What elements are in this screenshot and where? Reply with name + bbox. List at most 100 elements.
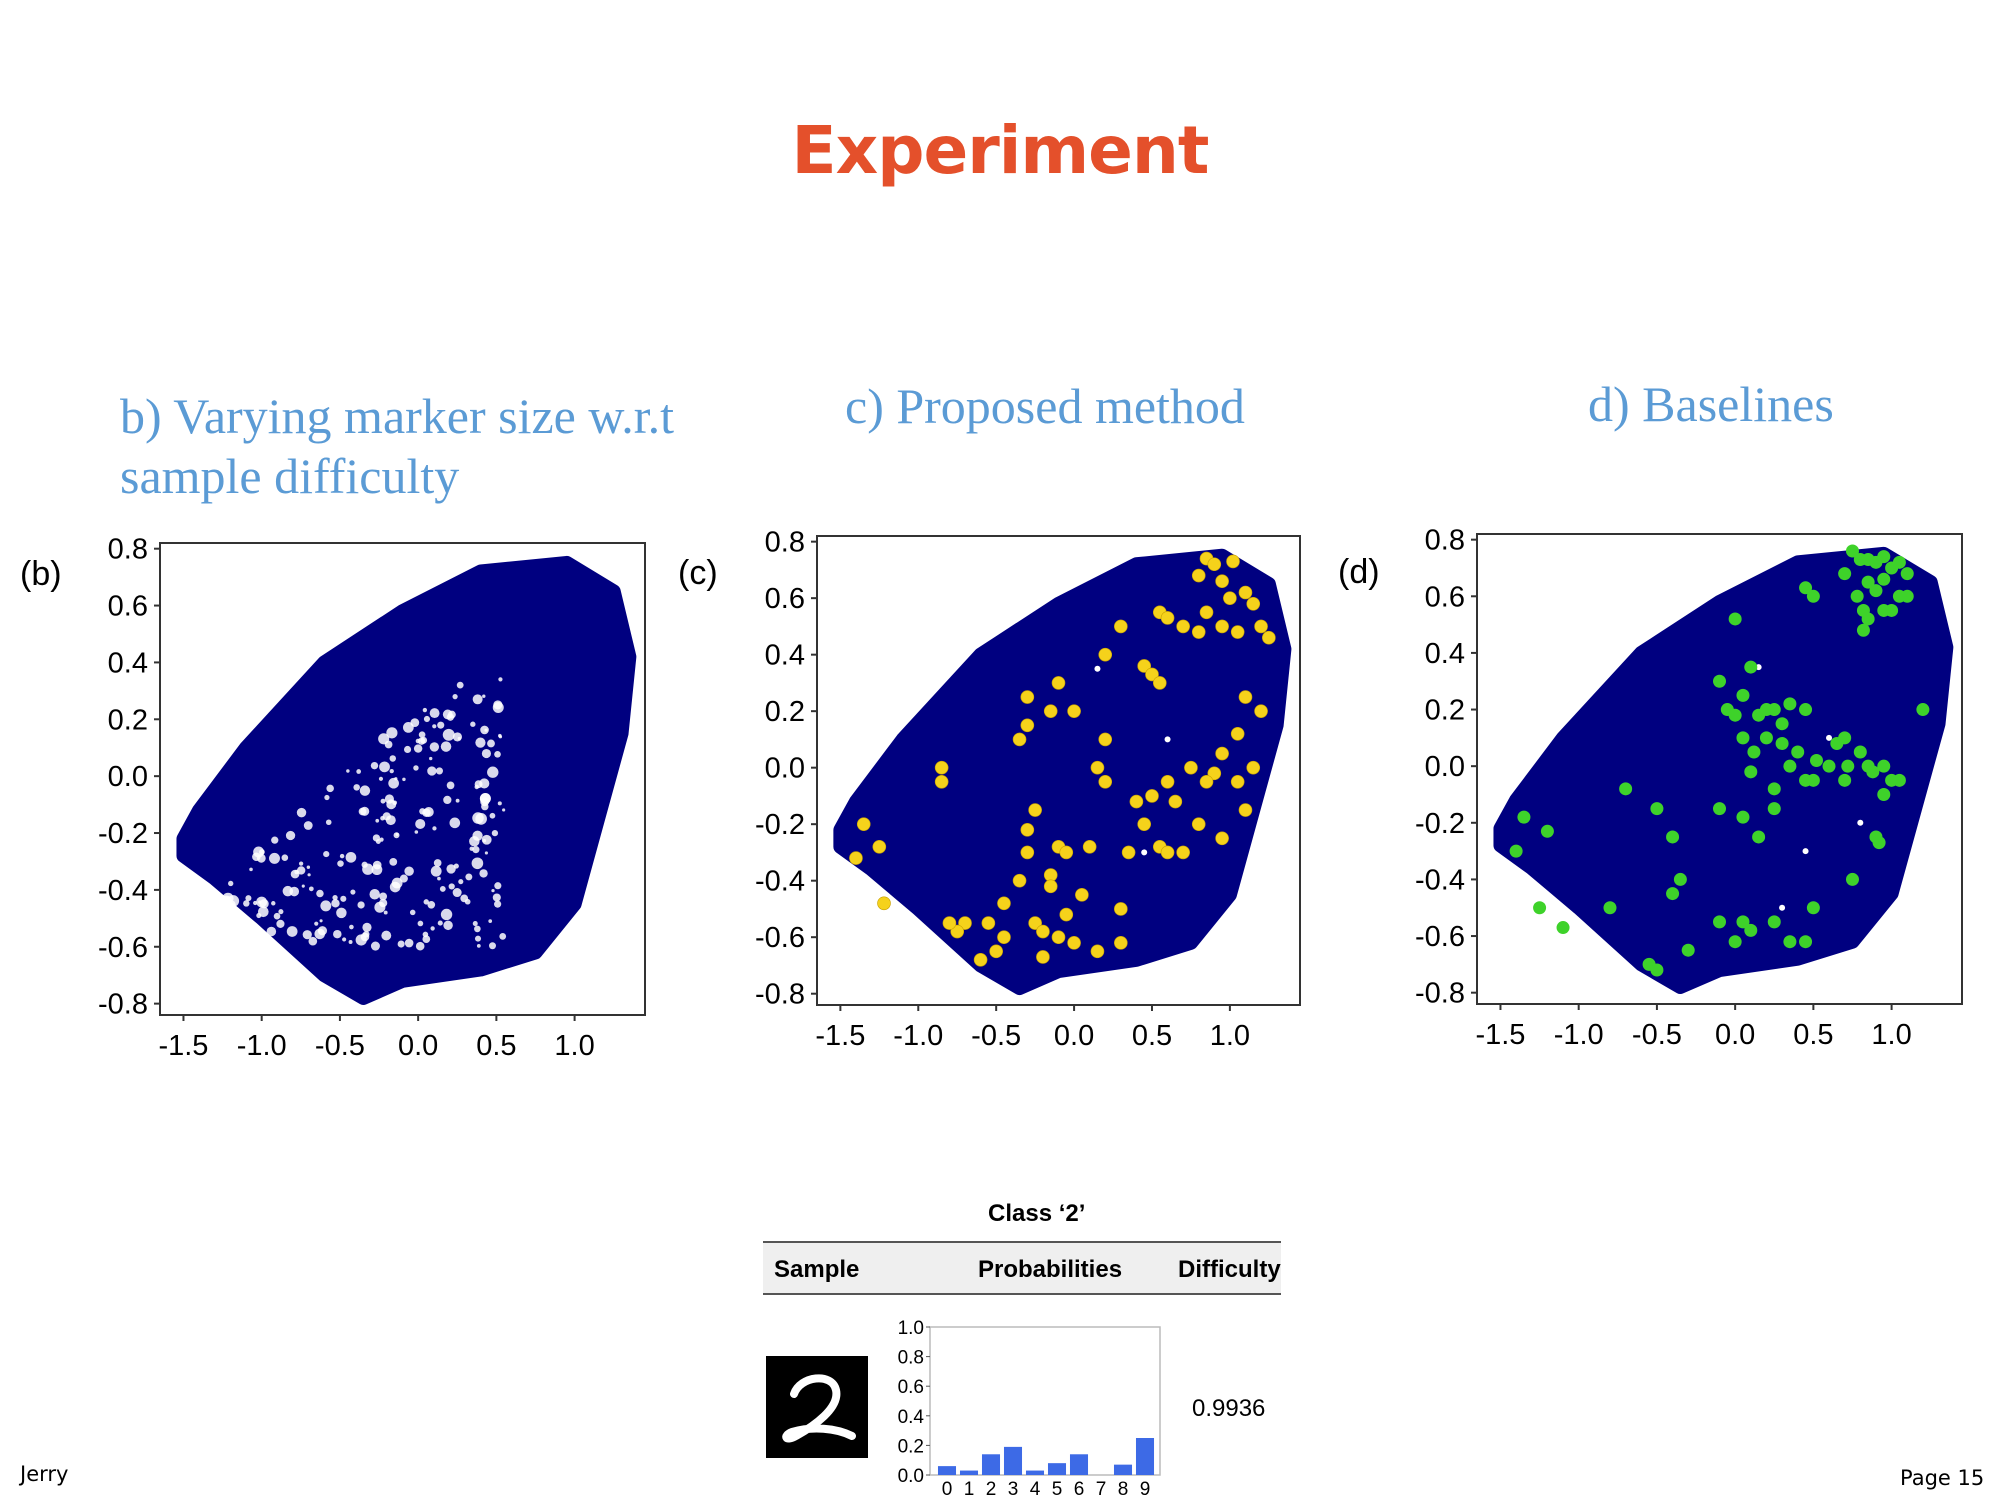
- gap-marker: [393, 832, 400, 839]
- gap-marker: [487, 739, 495, 748]
- highlight-point: [1806, 773, 1820, 787]
- gap-marker: [437, 721, 445, 729]
- highlight-point: [1810, 754, 1823, 768]
- y-tick-label: 0.2: [1425, 695, 1465, 727]
- caption-b-line1: b) Varying marker size w.r.t: [120, 388, 675, 444]
- highlight-point: [1028, 803, 1042, 817]
- gap-marker: [298, 861, 304, 866]
- y-tick-label: 0.6: [898, 1377, 924, 1398]
- highlight-point: [1713, 802, 1726, 816]
- highlight-point: [1043, 879, 1058, 894]
- x-tick-label: 5: [1052, 1479, 1063, 1500]
- highlight-point: [1861, 575, 1875, 589]
- gap-marker: [333, 929, 342, 939]
- gap-marker: [316, 889, 324, 898]
- gap-marker: [452, 887, 462, 898]
- highlight-point: [1838, 567, 1852, 581]
- gap-marker: [492, 893, 501, 902]
- y-tick-label: -0.2: [755, 809, 805, 841]
- x-tick-label: 4: [1030, 1479, 1041, 1500]
- highlight-point: [1736, 915, 1750, 929]
- highlight-point: [1838, 731, 1852, 745]
- gap-marker: [423, 899, 429, 905]
- y-tick-label: 0.4: [898, 1407, 925, 1428]
- gap-marker: [489, 942, 496, 950]
- gap-marker: [353, 784, 360, 791]
- gap-marker: [276, 919, 285, 928]
- highlight-point: [1872, 836, 1886, 850]
- highlight-point: [997, 896, 1011, 911]
- gap-marker: [360, 806, 370, 816]
- gap-marker: [494, 750, 501, 758]
- table-title: Class ‘2’: [988, 1200, 1086, 1227]
- highlight-point: [1215, 574, 1229, 589]
- gap-marker: [497, 801, 502, 806]
- table-header-probabilities: Probabilities: [978, 1256, 1123, 1283]
- highlight-point: [1012, 873, 1027, 888]
- gap-marker: [355, 934, 367, 946]
- highlight-point: [1783, 697, 1797, 711]
- gap-marker: [413, 744, 423, 753]
- gap-marker: [348, 940, 353, 944]
- x-tick-label: 0: [942, 1479, 953, 1500]
- gap-marker: [346, 769, 350, 773]
- probability-bar: [1047, 1463, 1067, 1475]
- highlight-point: [1736, 810, 1750, 824]
- gap-marker: [388, 777, 399, 789]
- gap-marker: [379, 892, 388, 901]
- y-tick-label: 0.8: [765, 527, 805, 559]
- highlight-point: [1861, 612, 1875, 626]
- highlight-point: [1799, 935, 1813, 949]
- x-tick-label: 1: [964, 1479, 975, 1500]
- x-tick-label: -0.5: [1632, 1019, 1682, 1051]
- gap-marker: [278, 909, 284, 915]
- highlight-point: [1207, 766, 1222, 781]
- gap-marker: [447, 710, 456, 719]
- gap-marker: [435, 767, 444, 775]
- x-tick-label: 0.5: [1793, 1019, 1833, 1051]
- gap-marker: [266, 926, 277, 937]
- gap-marker: [245, 895, 252, 902]
- highlight-point: [1145, 667, 1159, 682]
- highlight-point: [1020, 823, 1035, 837]
- y-tick-label: 0.6: [1425, 581, 1465, 613]
- highlight-point: [942, 916, 957, 930]
- gap-marker: [282, 885, 294, 897]
- highlight-point: [1869, 584, 1883, 598]
- highlight-point: [1238, 690, 1253, 704]
- y-tick-label: 0.6: [765, 583, 805, 615]
- gap-marker: [379, 761, 390, 773]
- gap-marker: [285, 830, 296, 841]
- gap-marker: [498, 733, 502, 738]
- gap-marker: [448, 883, 455, 890]
- gap-marker: [1779, 904, 1786, 911]
- y-tick-label: 0.0: [1425, 751, 1465, 783]
- y-tick-label: -0.8: [755, 979, 805, 1011]
- highlight-point: [1713, 915, 1726, 929]
- y-tick-label: -0.8: [1415, 978, 1465, 1010]
- gap-marker: [487, 766, 499, 778]
- gap-marker: [326, 784, 334, 793]
- highlight-point: [1075, 888, 1089, 902]
- highlight-point: [1114, 936, 1128, 950]
- x-tick-label: 1.0: [1210, 1020, 1250, 1052]
- y-tick-label: -0.6: [1415, 921, 1465, 953]
- gap-marker: [228, 924, 234, 930]
- gap-marker: [340, 895, 347, 902]
- y-tick-label: -0.8: [98, 989, 148, 1021]
- highlight-point: [1681, 943, 1695, 957]
- y-tick-label: 0.2: [898, 1436, 924, 1457]
- gap-marker: [491, 830, 499, 837]
- highlight-point: [1215, 831, 1229, 846]
- gap-marker: [294, 869, 299, 875]
- gap-marker: [336, 907, 347, 919]
- plot-frame: [1476, 533, 1963, 1005]
- y-tick-label: 0.0: [108, 761, 148, 793]
- gap-marker: [404, 866, 414, 876]
- table-header-sample: Sample: [774, 1256, 860, 1283]
- gap-marker: [479, 778, 490, 789]
- gap-marker: [379, 898, 388, 908]
